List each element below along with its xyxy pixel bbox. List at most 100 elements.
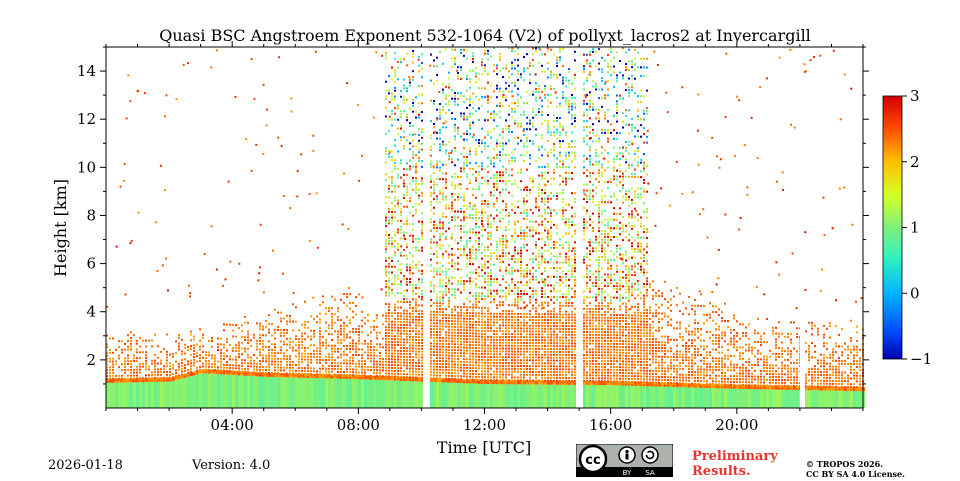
layer-top-edge xyxy=(679,383,682,388)
data-pixel xyxy=(385,152,387,155)
data-pixel xyxy=(538,209,540,212)
layer-top-edge xyxy=(544,380,547,385)
data-pixel xyxy=(553,339,555,342)
data-pixel xyxy=(433,290,435,293)
data-pixel xyxy=(526,249,528,252)
data-pixel xyxy=(385,268,387,271)
data-pixel xyxy=(475,326,477,329)
data-pixel xyxy=(376,354,378,357)
data-pixel xyxy=(400,335,402,338)
data-pixel xyxy=(346,376,348,379)
data-pixel xyxy=(505,370,507,373)
data-pixel xyxy=(217,349,219,352)
data-pixel xyxy=(493,278,495,281)
data-pixel xyxy=(454,239,456,242)
data-pixel xyxy=(394,239,396,242)
data-pixel xyxy=(553,148,555,151)
low-layer-column xyxy=(820,390,823,408)
data-pixel xyxy=(385,378,387,381)
data-pixel xyxy=(547,119,549,122)
data-pixel xyxy=(394,303,396,306)
data-pixel xyxy=(184,364,186,367)
data-pixel xyxy=(436,183,438,186)
data-pixel xyxy=(349,356,351,359)
data-pixel xyxy=(562,324,564,327)
data-pixel xyxy=(223,329,225,332)
data-pixel xyxy=(502,341,504,344)
data-pixel xyxy=(469,78,471,81)
layer-top-edge xyxy=(823,386,826,391)
data-pixel xyxy=(556,246,558,249)
data-pixel xyxy=(466,309,468,312)
data-pixel xyxy=(319,303,321,306)
data-pixel xyxy=(535,232,537,235)
layer-top-edge xyxy=(673,382,676,387)
data-pixel xyxy=(556,371,558,374)
data-pixel xyxy=(409,263,411,266)
data-pixel xyxy=(520,344,522,347)
data-pixel xyxy=(544,226,546,229)
data-pixel xyxy=(448,345,450,348)
low-layer-column xyxy=(217,374,220,408)
data-pixel xyxy=(385,337,387,340)
data-pixel xyxy=(250,356,252,359)
data-pixel xyxy=(544,258,546,261)
data-pixel xyxy=(472,112,474,115)
data-pixel xyxy=(511,258,513,261)
layer-top-edge xyxy=(640,381,643,386)
data-pixel xyxy=(493,332,495,335)
data-pixel xyxy=(337,350,339,353)
data-pixel xyxy=(460,170,462,173)
data-pixel xyxy=(508,214,510,217)
data-pixel xyxy=(343,359,345,362)
data-pixel xyxy=(439,305,441,308)
data-pixel xyxy=(538,318,540,321)
data-pixel xyxy=(559,330,561,333)
low-layer-column xyxy=(178,379,181,408)
layer-top-edge xyxy=(694,383,697,388)
data-pixel xyxy=(463,288,465,291)
data-pixel xyxy=(478,324,480,327)
data-pixel xyxy=(436,313,438,316)
data-pixel xyxy=(346,359,348,362)
data-pixel xyxy=(340,368,342,371)
data-pixel xyxy=(310,361,312,364)
layer-top-edge xyxy=(520,380,523,385)
data-pixel xyxy=(502,330,504,333)
layer-top-edge xyxy=(502,380,505,385)
data-pixel xyxy=(517,313,519,316)
data-pixel xyxy=(529,298,531,301)
data-pixel xyxy=(487,237,489,240)
data-pixel xyxy=(382,378,384,381)
data-pixel xyxy=(505,286,507,289)
data-pixel xyxy=(502,249,504,252)
data-pixel xyxy=(550,336,552,339)
data-pixel xyxy=(439,354,441,357)
data-pixel xyxy=(541,258,543,261)
data-pixel xyxy=(460,152,462,155)
data-pixel xyxy=(166,365,168,368)
data-pixel xyxy=(412,156,414,159)
data-pixel xyxy=(109,360,111,363)
data-pixel xyxy=(526,186,528,189)
data-pixel xyxy=(388,355,390,358)
data-pixel xyxy=(493,364,495,367)
data-pixel xyxy=(304,375,306,378)
data-pixel xyxy=(400,358,402,361)
low-layer-column xyxy=(352,378,355,408)
data-pixel xyxy=(553,359,555,362)
data-pixel xyxy=(496,156,498,159)
data-pixel xyxy=(400,211,402,214)
data-pixel xyxy=(508,350,510,353)
data-pixel xyxy=(400,315,402,318)
low-layer-column xyxy=(280,377,283,408)
data-pixel xyxy=(463,210,465,213)
data-pixel xyxy=(331,356,333,359)
data-pixel xyxy=(388,372,390,375)
data-pixel xyxy=(481,208,483,211)
data-pixel xyxy=(319,344,321,347)
data-pixel xyxy=(166,350,168,353)
low-layer-column xyxy=(715,388,718,408)
low-layer-column xyxy=(835,390,838,408)
data-pixel xyxy=(508,47,510,50)
